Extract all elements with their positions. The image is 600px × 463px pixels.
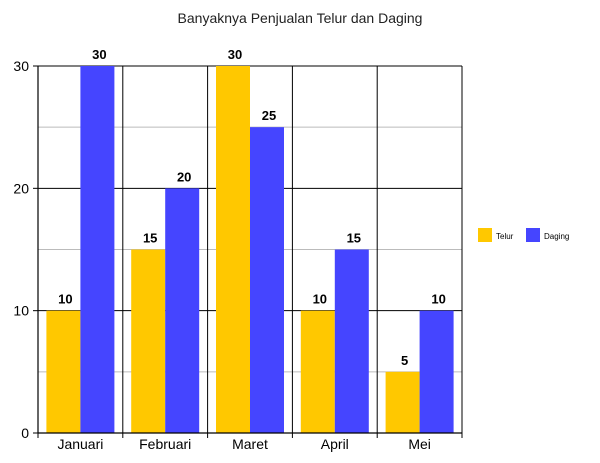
- data-label: 10: [431, 292, 445, 307]
- data-label: 15: [347, 231, 361, 246]
- data-label: 10: [313, 292, 327, 307]
- bar-telur-april: [300, 310, 335, 433]
- bar-telur-januari: [46, 310, 81, 433]
- data-labels: 10 30 15 20 30 25 10 15 5 10: [58, 47, 446, 368]
- data-label: 30: [228, 47, 242, 62]
- data-label: 25: [262, 108, 276, 123]
- y-tick-label: 0: [21, 425, 29, 441]
- data-label: 5: [401, 353, 408, 368]
- bars: [46, 66, 454, 434]
- y-tick-label: 20: [13, 180, 29, 196]
- bar-daging-maret: [250, 127, 284, 434]
- x-tick-label: Maret: [232, 436, 268, 452]
- data-label: 10: [58, 292, 72, 307]
- x-tick-label: Mei: [408, 436, 431, 452]
- legend-swatch-telur: [478, 228, 492, 242]
- x-tick-label: April: [321, 436, 349, 452]
- bar-daging-mei: [419, 310, 454, 433]
- axes: 0 10 20 30 Januari Februari Maret April Mei: [13, 58, 463, 452]
- chart-title: Banyaknya Penjualan Telur dan Daging: [178, 10, 423, 26]
- bar-daging-januari: [80, 66, 115, 433]
- y-tick-label: 10: [13, 303, 29, 319]
- x-tick-label: Januari: [57, 436, 103, 452]
- bar-telur-maret: [216, 66, 250, 433]
- legend-swatch-daging: [526, 228, 540, 242]
- bar-daging-februari: [165, 188, 200, 433]
- bar-telur-februari: [131, 249, 166, 433]
- y-tick-label: 30: [13, 58, 29, 74]
- data-label: 15: [143, 231, 157, 246]
- legend-label-daging: Daging: [544, 232, 569, 241]
- x-tick-label: Februari: [139, 436, 191, 452]
- bar-telur-mei: [385, 371, 420, 433]
- legend-label-telur: Telur: [496, 232, 514, 241]
- data-label: 30: [92, 47, 106, 62]
- legend: Telur Daging: [478, 228, 569, 242]
- bar-daging-april: [334, 249, 369, 433]
- data-label: 20: [177, 169, 191, 184]
